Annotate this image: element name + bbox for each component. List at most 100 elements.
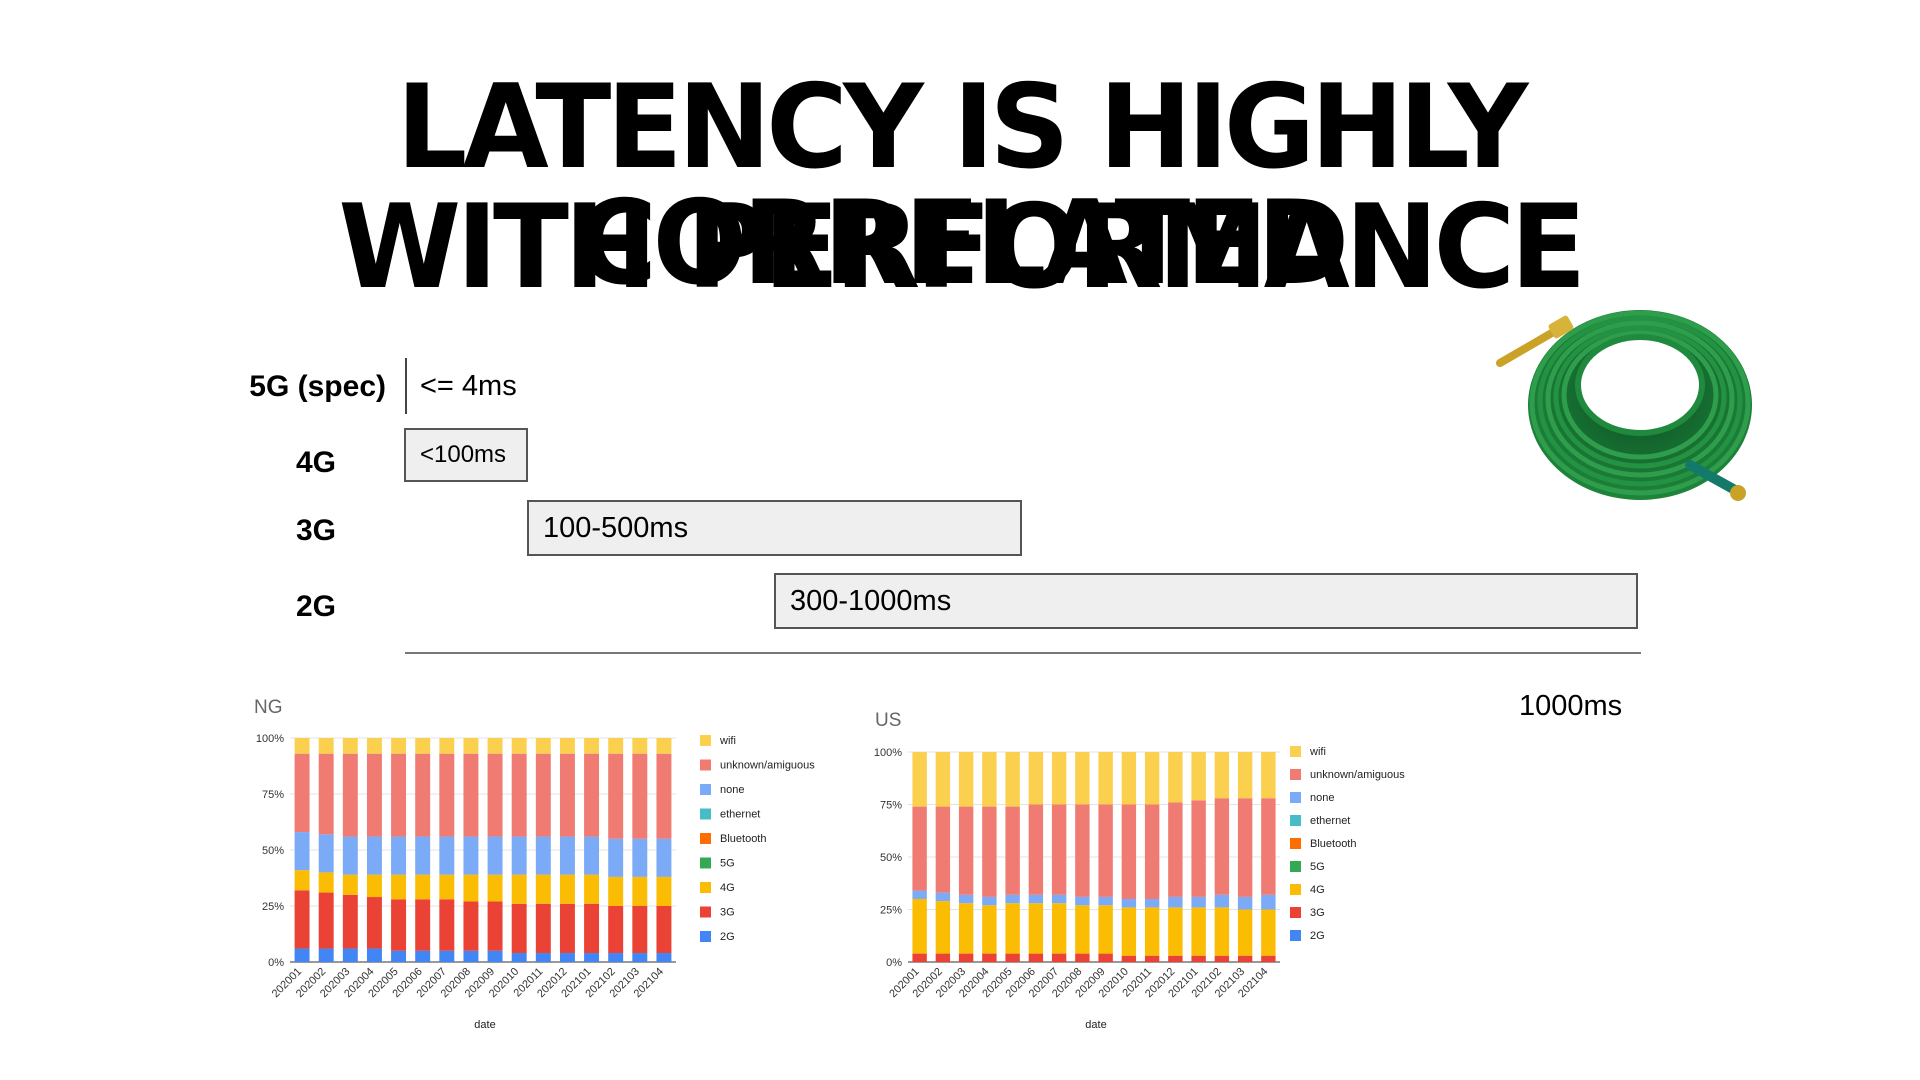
- legend-swatch: [1290, 769, 1301, 780]
- bar-segment-unknown-amiguous-202001: [294, 753, 310, 833]
- bar-segment-unknown-amiguous-202101: [584, 753, 600, 837]
- bar-segment-4g-202010: [511, 874, 527, 904]
- bar-segment-4g-202007: [439, 874, 455, 900]
- bar-segment-4g-202005: [391, 874, 407, 900]
- bar-segment-2g-202001: [294, 948, 310, 962]
- bar-segment-3g-202004: [982, 953, 997, 962]
- bar-segment-unknown-amiguous-202103: [1237, 798, 1253, 897]
- bar-segment-none-202104: [656, 838, 672, 877]
- bar-segment-3g-202010: [511, 903, 527, 954]
- bar-segment-unknown-amiguous-202009: [1098, 804, 1113, 897]
- bar-segment-wifi-202002: [318, 738, 334, 754]
- legend-entry: unknown/amiguous: [1310, 769, 1405, 781]
- bar-segment-4g-202009: [487, 874, 503, 902]
- legend-entry: 3G: [1310, 907, 1325, 919]
- legend-swatch: [1290, 930, 1301, 941]
- latency-range-2g: 300-1000ms: [790, 584, 952, 617]
- bar-segment-wifi-202009: [1098, 752, 1113, 805]
- latency-label-3g: 3G: [295, 514, 336, 547]
- bar-segment-unknown-amiguous-202005: [1005, 806, 1020, 895]
- bar-segment-4g-202103: [632, 876, 648, 906]
- bar-segment-3g-202101: [584, 903, 600, 954]
- legend-entry: 4G: [720, 882, 735, 894]
- latency-axis-end-label: 1000ms: [1519, 690, 1623, 722]
- bar-segment-none-202007: [439, 836, 455, 875]
- bar-segment-4g-202103: [1237, 909, 1253, 956]
- bar-segment-unknown-amiguous-202003: [342, 753, 358, 837]
- bar-segment-unknown-amiguous-202001: [912, 806, 927, 891]
- bar-segment-none-202009: [487, 836, 503, 875]
- bar-segment-unknown-amiguous-202104: [1261, 798, 1276, 895]
- bar-segment-4g-202104: [656, 876, 672, 906]
- bar-segment-none-202011: [1144, 899, 1160, 908]
- bar-segment-3g-202002: [935, 953, 951, 962]
- bar-segment-wifi-202103: [632, 738, 648, 754]
- legend-entry: wifi: [1309, 746, 1326, 758]
- legend-entry: Bluetooth: [1310, 838, 1356, 850]
- bar-segment-4g-202007: [1051, 903, 1067, 954]
- bar-segment-3g-202005: [1005, 953, 1020, 962]
- latency-axis-line: [405, 652, 1641, 654]
- bar-segment-wifi-202101: [584, 738, 600, 754]
- bar-segment-2g-202102: [608, 953, 624, 962]
- bar-segment-wifi-202003: [342, 738, 358, 754]
- ng-chart-title: NG: [254, 697, 283, 718]
- bar-segment-wifi-202012: [1168, 752, 1183, 803]
- bar-segment-none-202005: [391, 836, 407, 875]
- legend-swatch: [700, 882, 711, 893]
- bar-segment-wifi-202005: [1005, 752, 1020, 807]
- y-tick-label: 75%: [262, 789, 284, 801]
- bar-segment-none-202008: [1075, 896, 1090, 906]
- legend-swatch: [1290, 746, 1301, 757]
- bar-segment-3g-202101: [1191, 955, 1206, 962]
- us-stacked-bar-chart: US 0%25%50%75%100% 202001202002202003202…: [874, 710, 1405, 1031]
- bar-segment-3g-202003: [342, 894, 358, 949]
- bar-segment-unknown-amiguous-202102: [608, 753, 624, 839]
- legend-entry: wifi: [719, 735, 736, 747]
- bar-segment-4g-202006: [1028, 903, 1044, 954]
- y-tick-label: 0%: [886, 957, 902, 969]
- bar-segment-unknown-amiguous-202012: [1168, 802, 1183, 897]
- bar-segment-3g-202103: [632, 906, 648, 954]
- latency-range-3g: 100-500ms: [543, 511, 689, 544]
- ng-stacked-bar-chart: NG 0%25%50%75%100% 202001202002202003202…: [254, 697, 815, 1031]
- bar-segment-4g-202012: [559, 874, 575, 904]
- bar-segment-none-202006: [415, 836, 431, 875]
- bar-segment-4g-202102: [608, 876, 624, 906]
- bar-segment-2g-202007: [439, 950, 455, 962]
- ng-x-axis-label: date: [474, 1019, 495, 1031]
- bar-segment-4g-202101: [584, 874, 600, 904]
- bar-segment-wifi-202104: [1261, 752, 1276, 799]
- bar-segment-3g-202104: [656, 906, 672, 954]
- latency-5g-marker: [405, 358, 407, 414]
- legend-swatch: [700, 931, 711, 942]
- bar-segment-3g-202010: [1121, 955, 1137, 962]
- bar-segment-wifi-202003: [958, 752, 974, 807]
- bar-segment-none-202101: [584, 836, 600, 875]
- bar-segment-4g-202104: [1261, 909, 1276, 956]
- legend-entry: ethernet: [1310, 815, 1350, 827]
- bar-segment-3g-202007: [439, 899, 455, 951]
- legend-swatch: [1290, 884, 1301, 895]
- legend-entry: ethernet: [720, 809, 760, 821]
- bar-segment-wifi-202008: [1075, 752, 1090, 805]
- bar-segment-wifi-202101: [1191, 752, 1206, 801]
- latency-label-2g: 2G: [295, 590, 336, 623]
- bar-segment-4g-202004: [982, 905, 997, 954]
- bar-segment-4g-202006: [415, 874, 431, 900]
- bar-segment-3g-202011: [535, 903, 551, 954]
- bar-segment-wifi-202011: [1144, 752, 1160, 805]
- bar-segment-3g-202006: [1028, 953, 1044, 962]
- bar-segment-unknown-amiguous-202004: [366, 753, 382, 837]
- bar-segment-3g-202011: [1144, 955, 1160, 962]
- bar-segment-3g-202008: [1075, 953, 1090, 962]
- latency-range-5g: <= 4ms: [420, 370, 517, 402]
- legend-entry: 3G: [720, 907, 735, 919]
- bar-segment-unknown-amiguous-202103: [632, 753, 648, 839]
- legend-entry: none: [720, 784, 744, 796]
- bar-segment-wifi-202007: [1051, 752, 1067, 805]
- bar-segment-wifi-202010: [511, 738, 527, 754]
- bar-segment-wifi-202001: [912, 752, 927, 807]
- bar-segment-2g-202006: [415, 950, 431, 962]
- y-tick-label: 50%: [262, 845, 284, 857]
